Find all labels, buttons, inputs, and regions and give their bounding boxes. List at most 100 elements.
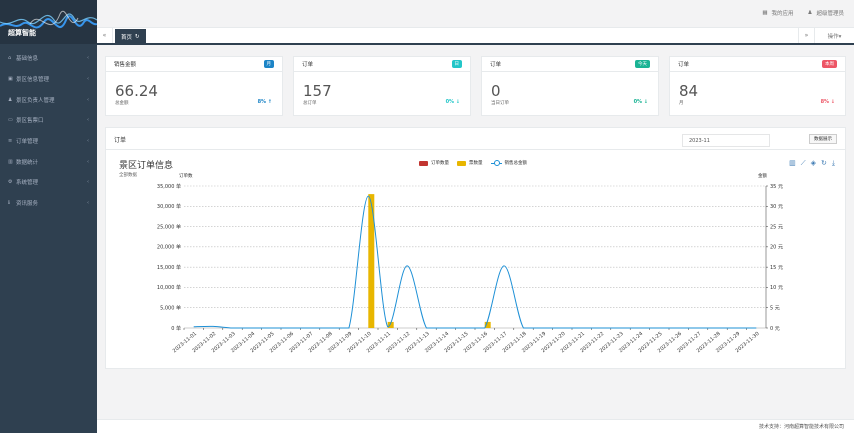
card-subtitle: 月 (679, 101, 684, 106)
line-chart-icon[interactable]: ⟋ (800, 159, 806, 167)
card-percent: 0% ↓ (445, 99, 460, 105)
operations-label: 操作▾ (827, 33, 842, 40)
my-apps-link[interactable]: ▦ 我的应用 (762, 9, 793, 17)
card-percent: 0% ↓ (633, 99, 648, 105)
bar-chart-icon: ▥ (8, 158, 13, 165)
list-icon: ≡ (8, 138, 13, 145)
tab-bar: « 首页 ↻ » 操作▾ (97, 28, 854, 45)
chart-legend: 订单数量 票数量 销售总金额 (419, 160, 527, 166)
stat-card-orders-week: 订单 本周 84 月 8% ↓ (669, 56, 846, 116)
legend-label: 订单数量 (431, 161, 449, 166)
user-name: 超级管理员 (816, 11, 844, 17)
tab-operations-dropdown[interactable]: 操作▾ (814, 28, 854, 43)
footer: 技术支持：河南超算智能技术有限公司 (97, 419, 854, 433)
legend-item-sales[interactable]: 销售总金额 (490, 160, 528, 166)
sidebar-item-label: 基础信息 (16, 56, 39, 63)
download-icon[interactable]: ⤓ (831, 159, 835, 167)
legend-label: 销售总金额 (504, 161, 528, 166)
y2-tick-label: 30 元 (770, 204, 783, 210)
bar (484, 321, 491, 328)
sidebar-item-label: 景区售票口 (16, 118, 44, 125)
sidebar-item-orders[interactable]: ≡ 订单管理 ‹ (0, 131, 97, 152)
y-tick-label: 30,000 单 (157, 203, 181, 210)
sidebar-item-label: 资讯服务 (16, 201, 39, 208)
legend-item-orders[interactable]: 订单数量 (419, 160, 449, 166)
sidebar-item-scenic-manage[interactable]: ▣ 景区信息管理 ‹ (0, 69, 97, 90)
card-value: 157 (303, 82, 332, 100)
y-tick-label: 35,000 单 (157, 183, 181, 190)
chevron-left-icon: ‹ (87, 55, 89, 62)
chevron-left-icon: ‹ (87, 200, 89, 207)
y-tick-label: 5,000 单 (160, 305, 181, 312)
my-apps-label: 我的应用 (771, 11, 794, 17)
sidebar-item-label: 系统管理 (16, 180, 39, 187)
chevron-left-icon: ‹ (87, 138, 89, 145)
panel-header: 订单 数据展示 (106, 128, 845, 150)
topbar-actions: ▦ 我的应用 ♟ 超级管理员 (762, 9, 844, 17)
y2-tick-label: 5 元 (770, 306, 780, 312)
card-value: 0 (491, 82, 501, 100)
card-badge: 本周 (822, 60, 837, 68)
logo-text: 超算智能 (8, 29, 36, 37)
sidebar-item-statistics[interactable]: ▥ 数据统计 ‹ (0, 151, 97, 172)
sidebar-item-news[interactable]: ℹ 资讯服务 ‹ (0, 193, 97, 214)
card-title: 订单 (302, 62, 314, 68)
camera-icon: ▣ (8, 76, 13, 83)
topbar: ▦ 我的应用 ♟ 超级管理员 (97, 0, 854, 28)
info-icon: ℹ (8, 200, 10, 207)
sidebar: 超算智能 ⌂ 基础信息 ‹ ▣ 景区信息管理 ‹ ♟ 景区负责人管理 ‹ ▭ 景区售票口 ‹ ≡… (0, 0, 97, 433)
month-picker-input[interactable] (682, 134, 770, 147)
chart-title: 景区订单信息 (119, 161, 174, 171)
sidebar-item-label: 订单管理 (16, 139, 39, 146)
sidebar-item-label: 数据统计 (16, 159, 39, 166)
orders-chart: 0 单 0 元 5,000 单 5 元 10,000 单 10 元 15,000 单 15 元… (157, 183, 783, 354)
sales-line (193, 195, 757, 329)
chevron-left-icon: ‹ (87, 96, 89, 103)
y2-tick-label: 10 元 (770, 285, 783, 291)
legend-swatch (457, 160, 466, 166)
sidebar-item-manager[interactable]: ♟ 景区负责人管理 ‹ (0, 89, 97, 110)
bar (368, 194, 375, 328)
legend-item-tickets[interactable]: 票数量 (457, 160, 483, 166)
monitor-icon: ▭ (8, 117, 13, 124)
panel-title: 订单 (114, 137, 127, 144)
bar (387, 321, 394, 328)
user-menu[interactable]: ♟ 超级管理员 (808, 9, 844, 17)
tab-home[interactable]: 首页 ↻ (115, 29, 146, 44)
card-badge: 月 (263, 60, 274, 68)
home-icon: ⌂ (8, 55, 12, 62)
sidebar-item-label: 景区信息管理 (16, 77, 50, 84)
legend-line-swatch (490, 160, 502, 166)
grid-icon: ▦ (762, 10, 768, 16)
legend-swatch (419, 160, 428, 166)
card-title: 订单 (678, 62, 690, 68)
stat-card-sales: 销售金额 月 66.24 总金额 8% ↑ (105, 56, 283, 116)
logo[interactable]: 超算智能 (0, 0, 97, 44)
data-display-button[interactable]: 数据展示 (809, 134, 837, 144)
sidebar-item-system[interactable]: ⚙ 系统管理 ‹ (0, 172, 97, 193)
card-title: 订单 (490, 62, 502, 68)
y-tick-label: 0 单 (171, 325, 181, 332)
card-badge: 今天 (635, 60, 650, 68)
refresh-icon[interactable]: ↻ (135, 33, 140, 40)
y-tick-label: 15,000 单 (157, 264, 181, 271)
y2-tick-label: 0 元 (770, 326, 780, 332)
double-right-icon: » (804, 32, 809, 39)
sidebar-item-ticket-window[interactable]: ▭ 景区售票口 ‹ (0, 110, 97, 131)
tab-scroll-left-button[interactable]: « (97, 28, 113, 43)
y2-tick-label: 15 元 (770, 265, 783, 271)
y-tick-label: 10,000 单 (157, 284, 181, 291)
card-badge: 日 (451, 60, 462, 68)
refresh-icon[interactable]: ↻ (821, 159, 827, 167)
sidebar-item-basic-info[interactable]: ⌂ 基础信息 ‹ (0, 48, 97, 69)
y2-tick-label: 25 元 (770, 224, 783, 230)
card-header: 订单 本周 (670, 57, 845, 72)
stack-icon[interactable]: ◈ (810, 159, 817, 167)
sidebar-menu: ⌂ 基础信息 ‹ ▣ 景区信息管理 ‹ ♟ 景区负责人管理 ‹ ▭ 景区售票口 ‹ ≡ 订单管理 ‹… (0, 48, 97, 214)
chevron-left-icon: ‹ (87, 76, 89, 83)
tab-scroll-right-button[interactable]: » (798, 28, 814, 43)
logo-wave-icon (0, 0, 97, 44)
card-subtitle: 总订单 (303, 101, 317, 106)
card-value: 84 (679, 82, 699, 100)
bar-chart-icon[interactable]: ▥ (789, 159, 796, 167)
